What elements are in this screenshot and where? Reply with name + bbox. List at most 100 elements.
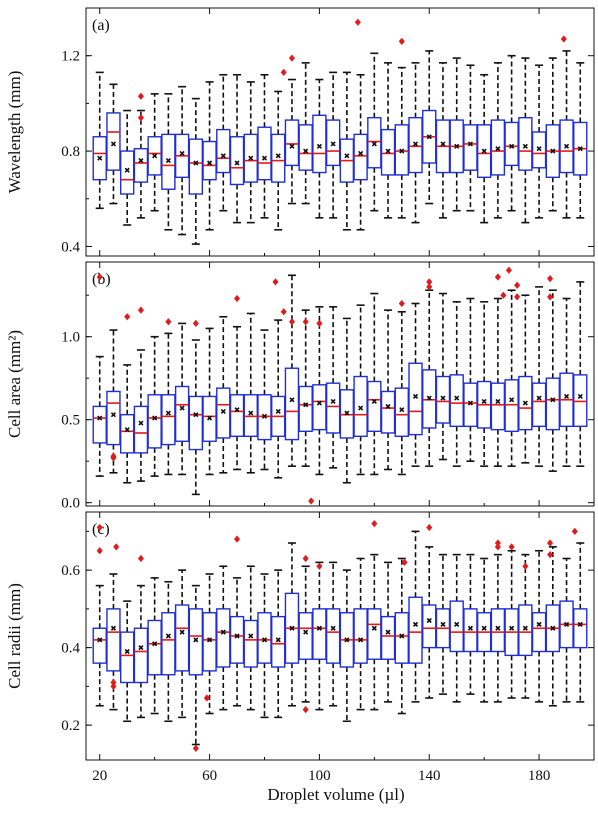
iqr-box	[271, 133, 286, 183]
mean-marker	[481, 398, 487, 404]
box-85	[271, 90, 286, 231]
mean-marker	[412, 621, 419, 627]
mean-marker	[426, 134, 432, 140]
box-25	[106, 573, 121, 711]
mean-marker	[467, 141, 473, 147]
box-165	[490, 297, 506, 467]
box-150	[449, 301, 464, 467]
box-25	[106, 329, 121, 474]
box-130	[394, 66, 409, 219]
mean-marker	[289, 143, 295, 149]
mean-marker	[344, 637, 350, 643]
y-axis-label: Cell area (mm²)	[5, 330, 24, 438]
mean-marker	[563, 393, 570, 400]
box-75	[243, 312, 258, 474]
mean-marker	[124, 648, 130, 655]
mean-marker	[467, 625, 473, 631]
mean-marker	[207, 637, 213, 643]
mean-marker	[412, 141, 419, 147]
mean-marker	[303, 629, 309, 635]
iqr-box	[380, 390, 396, 434]
iqr-box	[490, 382, 506, 431]
panel-a: 0.4 0.8 1.2 (a) Wavelength (mm)	[5, 7, 595, 257]
iqr-box	[367, 608, 382, 660]
mean-marker	[536, 621, 542, 627]
mean-marker	[234, 633, 240, 639]
mean-marker	[371, 398, 377, 404]
box-40	[147, 335, 162, 477]
iqr-box	[188, 395, 204, 451]
outlier-point	[288, 54, 295, 62]
box-195	[573, 281, 588, 467]
outlier-point	[302, 318, 309, 326]
box-90	[284, 274, 300, 467]
mean-marker	[261, 637, 268, 643]
box-135	[408, 62, 423, 224]
iqr-box	[92, 405, 107, 444]
y-tick-label: 0.8	[61, 144, 80, 160]
mean-marker	[124, 427, 130, 433]
outlier-point	[547, 539, 554, 547]
mean-marker	[179, 150, 185, 157]
box-180	[531, 286, 547, 467]
box-60	[202, 81, 217, 231]
iqr-box	[325, 608, 341, 664]
iqr-box	[463, 124, 478, 171]
outlier-point	[514, 293, 521, 301]
box-60	[202, 573, 217, 715]
box-175	[518, 57, 533, 224]
mean-marker	[97, 637, 103, 643]
iqr-box	[188, 608, 204, 676]
iqr-box	[147, 619, 162, 676]
iqr-box	[573, 608, 588, 649]
outlier-point	[272, 278, 279, 286]
mean-marker	[248, 633, 254, 639]
outlier-point	[426, 278, 433, 286]
outlier-point	[398, 299, 405, 308]
box-130	[394, 557, 409, 715]
box-150	[449, 57, 464, 212]
mean-marker	[399, 633, 405, 639]
outlier-point	[203, 694, 210, 702]
iqr-box	[545, 377, 561, 431]
mean-marker	[220, 408, 226, 414]
mean-marker	[234, 407, 240, 413]
mean-marker	[110, 412, 117, 418]
box-145	[435, 62, 451, 219]
mean-marker	[522, 625, 528, 631]
box-65	[216, 315, 231, 474]
outlier-point	[280, 68, 287, 77]
outlier-point	[398, 37, 405, 46]
box-30	[119, 600, 135, 723]
box-140	[422, 50, 437, 205]
mean-marker	[412, 393, 419, 400]
mean-marker	[138, 420, 144, 426]
outlier-point	[494, 273, 501, 281]
box-140	[422, 546, 437, 699]
x-tick-label: 60	[202, 768, 217, 784]
iqr-box	[174, 604, 190, 672]
outlier-point	[96, 547, 103, 555]
mean-marker	[522, 143, 528, 149]
mean-marker	[399, 407, 405, 413]
box-20	[92, 584, 107, 707]
iqr-box	[161, 612, 176, 676]
iqr-box	[284, 367, 300, 441]
box-145	[435, 292, 451, 461]
box-40	[147, 577, 162, 715]
mean-marker	[165, 410, 171, 416]
outlier-point	[571, 527, 578, 535]
box-90	[284, 542, 300, 707]
panel-label: (a)	[92, 17, 110, 34]
box-50	[174, 569, 190, 719]
box-105	[325, 306, 341, 469]
mean-marker	[179, 629, 185, 635]
box-95	[298, 309, 313, 467]
box-160	[476, 301, 492, 467]
outlier-point	[505, 266, 512, 274]
iqr-box	[216, 128, 231, 174]
outlier-point	[96, 523, 103, 532]
iqr-box	[490, 119, 506, 176]
x-tick-label: 140	[418, 768, 441, 784]
outlier-point	[560, 35, 567, 43]
